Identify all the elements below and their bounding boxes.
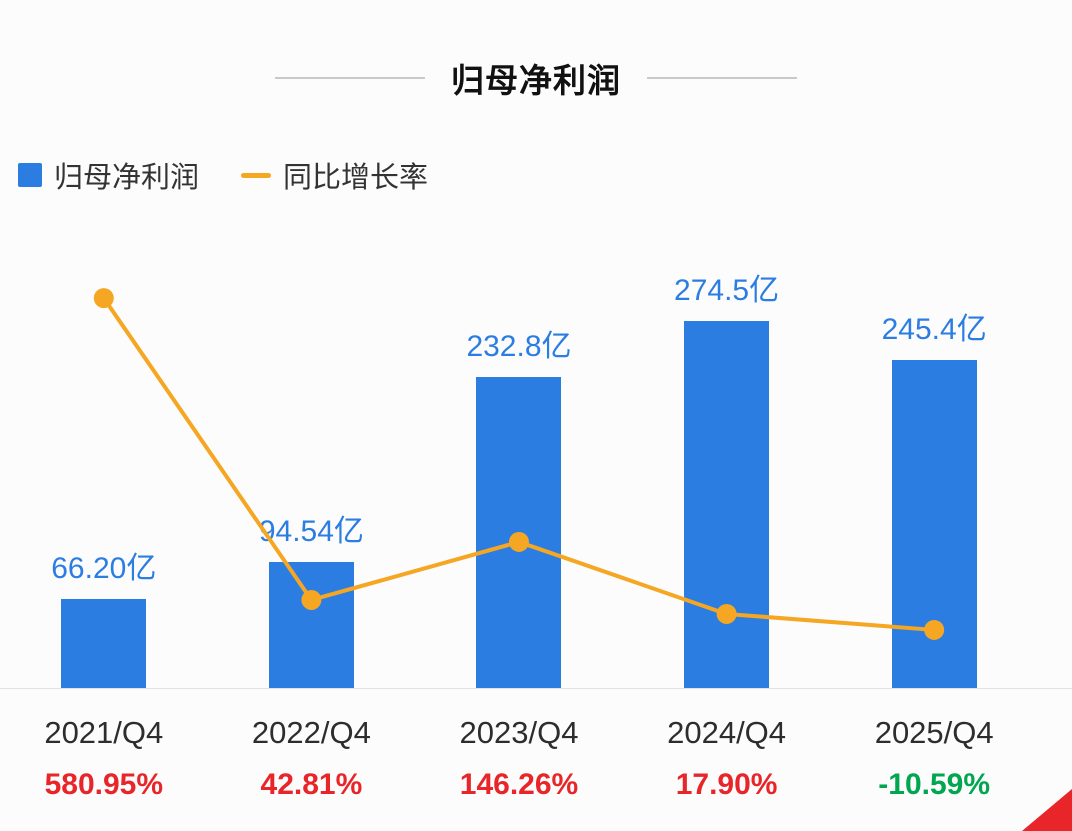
bar-column: 274.5亿 <box>623 248 831 688</box>
legend-item-bar: 归母净利润 <box>18 154 199 196</box>
bar <box>476 377 562 688</box>
growth-label: -10.59% <box>878 768 991 801</box>
bar-value-label: 274.5亿 <box>674 274 780 307</box>
growth-label: 42.81% <box>260 768 363 801</box>
x-axis-cell: 2022/Q4 42.81% <box>208 689 416 802</box>
bar-value-label: 94.54亿 <box>258 515 364 548</box>
title-rule-left <box>275 77 425 79</box>
bar-value-label: 232.8亿 <box>466 330 572 363</box>
bar-column: 66.20亿 <box>0 248 208 688</box>
title-row: 归母净利润 <box>0 0 1072 102</box>
legend-bar-label: 归母净利润 <box>54 162 200 194</box>
page-title: 归母净利润 <box>451 62 621 99</box>
bar <box>891 360 977 688</box>
x-axis-cell: 2025/Q4 -10.59% <box>830 689 1038 802</box>
x-axis-cell: 2021/Q4 580.95% <box>0 689 208 802</box>
growth-label: 17.90% <box>675 768 778 801</box>
bar-column: 245.4亿 <box>830 248 1038 688</box>
x-axis-cell: 2023/Q4 146.26% <box>415 689 623 802</box>
x-axis-cell: 2024/Q4 17.90% <box>623 689 831 802</box>
chart-area: 66.20亿 94.54亿 232.8亿 274.5亿 245.4亿 <box>0 248 1072 688</box>
bar-value-label: 245.4亿 <box>881 313 987 346</box>
x-axis: 2021/Q4 580.95% 2022/Q4 42.81% 2023/Q4 1… <box>0 688 1072 802</box>
bar-columns: 66.20亿 94.54亿 232.8亿 274.5亿 245.4亿 <box>0 248 1038 688</box>
bar-swatch-icon <box>18 163 42 187</box>
legend-item-line: 同比增长率 <box>241 154 428 196</box>
line-swatch-icon <box>241 172 272 178</box>
legend-line-label: 同比增长率 <box>283 162 429 194</box>
bar <box>684 321 770 688</box>
x-axis-label: 2022/Q4 <box>251 715 371 750</box>
bar-column: 94.54亿 <box>208 248 416 688</box>
bar-value-label: 66.20亿 <box>51 552 157 585</box>
x-axis-label: 2025/Q4 <box>874 715 994 750</box>
x-axis-label: 2024/Q4 <box>667 715 787 750</box>
growth-label: 146.26% <box>459 768 579 801</box>
x-axis-label: 2021/Q4 <box>44 715 164 750</box>
x-axis-label: 2023/Q4 <box>459 715 579 750</box>
growth-label: 580.95% <box>44 768 164 801</box>
bar-column: 232.8亿 <box>415 248 623 688</box>
bar <box>268 562 354 688</box>
bar <box>61 599 147 688</box>
legend: 归母净利润 同比增长率 <box>18 154 1072 196</box>
title-rule-right <box>647 77 797 79</box>
